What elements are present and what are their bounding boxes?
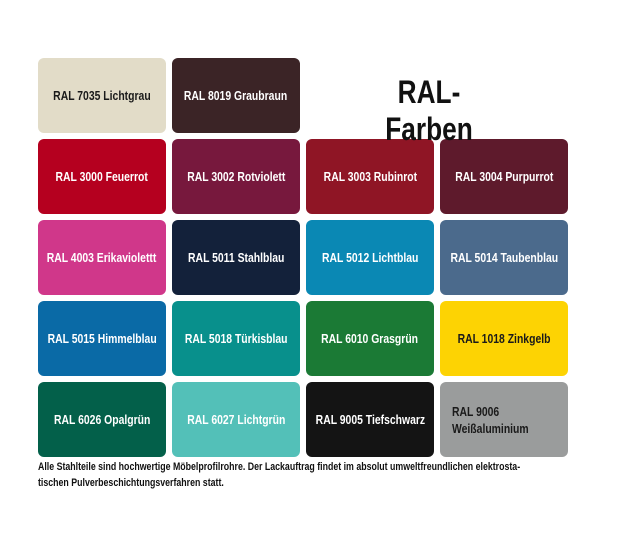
swatch-label: RAL 5014 Taubenblau — [450, 250, 558, 265]
swatch-label: RAL 6027 Lichtgrün — [186, 412, 286, 427]
swatch-label: RAL 1018 Zinkgelb — [457, 331, 551, 346]
color-swatch: RAL 5014 Taubenblau — [440, 220, 568, 295]
color-swatch: RAL 1018 Zinkgelb — [440, 301, 568, 376]
color-swatch: RAL 3003 Rubinrot — [306, 139, 434, 214]
swatch-label: RAL 3000 Feuerrot — [55, 169, 149, 184]
color-swatch: RAL 5011 Stahlblau — [172, 220, 300, 295]
swatch-label: RAL 5018 Türkisblau — [184, 331, 288, 346]
swatch-label: RAL 7035 Lichtgrau — [53, 88, 151, 103]
swatch-label: RAL 3003 Rubinrot — [323, 169, 417, 184]
swatch-label: RAL 6010 Grasgrün — [321, 331, 419, 346]
color-swatch: RAL 3000 Feuerrot — [38, 139, 166, 214]
color-swatch: RAL 8019 Graubraun — [172, 58, 300, 133]
swatch-label: RAL 9005 Tiefschwarz — [315, 412, 425, 427]
color-swatch: RAL 6026 Opalgrün — [38, 382, 166, 457]
color-swatch: RAL 5015 Himmelblau — [38, 301, 166, 376]
swatch-label: RAL 4003 Erikaviolettt — [47, 250, 157, 265]
swatch-label: RAL 5011 Stahlblau — [187, 250, 285, 265]
swatch-label: RAL 6026 Opalgrün — [53, 412, 151, 427]
swatch-label: RAL 3002 Rotviolett — [186, 169, 286, 184]
swatch-label: RAL 8019 Graubraun — [184, 88, 288, 103]
footnote: Alle Stahlteile sind hochwertige Möbelpr… — [38, 461, 521, 489]
color-swatch: RAL 4003 Erikaviolettt — [38, 220, 166, 295]
swatch-label: RAL 3004 Purpurrot — [454, 169, 554, 184]
color-swatch: RAL 6010 Grasgrün — [306, 301, 434, 376]
color-swatch: RAL 7035 Lichtgrau — [38, 58, 166, 133]
color-swatch: RAL 9005 Tiefschwarz — [306, 382, 434, 457]
color-swatch: RAL 3004 Purpurrot — [440, 139, 568, 214]
page-title: RAL-Farben — [385, 74, 473, 147]
color-swatch: RAL 3002 Rotviolett — [172, 139, 300, 214]
color-swatch: RAL 6027 Lichtgrün — [172, 382, 300, 457]
swatch-label: RAL 5015 Himmelblau — [47, 331, 157, 346]
swatch-label: RAL 5012 Lichtblau — [321, 250, 419, 265]
swatch-label: RAL 9006 Weißaluminium — [452, 403, 529, 436]
color-swatch: RAL 9006 Weißaluminium — [440, 382, 568, 457]
color-swatch: RAL 5012 Lichtblau — [306, 220, 434, 295]
color-swatch: RAL 5018 Türkisblau — [172, 301, 300, 376]
swatch-grid: RAL 7035 Lichtgrau RAL 8019 Graubraun RAL … — [38, 58, 568, 457]
